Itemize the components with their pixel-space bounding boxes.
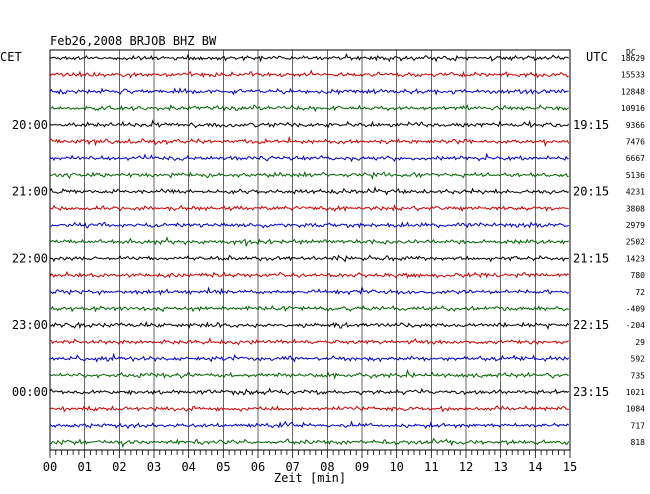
left-time-label: 20:00	[12, 118, 48, 132]
x-tick-label: 08	[320, 460, 334, 474]
left-time-label: 21:00	[12, 185, 48, 199]
right-time-label: 22:15	[573, 318, 609, 332]
dc-offset-label: 818	[631, 438, 646, 447]
trace-11	[49, 221, 570, 229]
x-tick-label: 00	[43, 460, 57, 474]
dc-offset-label: 15533	[621, 71, 645, 80]
dc-offset-label: 6667	[626, 154, 645, 163]
dc-offset-label: 780	[631, 271, 646, 280]
trace-1	[49, 53, 569, 63]
x-tick-label: 10	[389, 460, 403, 474]
trace-3	[49, 87, 569, 96]
dc-offset-label: 9366	[626, 121, 645, 130]
trace-6	[49, 135, 570, 148]
trace-12	[49, 236, 569, 247]
trace-24	[49, 437, 570, 449]
x-tick-label: 02	[112, 460, 126, 474]
dc-offset-label: 592	[631, 355, 646, 364]
dc-offset-label: 1423	[626, 254, 645, 263]
trace-15	[49, 285, 569, 296]
x-tick-label: 01	[77, 460, 91, 474]
trace-14	[49, 270, 570, 279]
x-tick-label: 11	[424, 460, 438, 474]
trace-19	[49, 352, 570, 363]
x-tick-label: 12	[459, 460, 473, 474]
trace-17	[49, 320, 570, 330]
x-tick-label: 06	[251, 460, 265, 474]
x-tick-label: 04	[181, 460, 195, 474]
trace-20	[49, 368, 569, 380]
right-time-label: 21:15	[573, 251, 609, 265]
x-tick-label: 13	[493, 460, 507, 474]
dc-offset-label: 735	[631, 371, 646, 380]
trace-23	[49, 420, 570, 430]
dc-offset-label: 5136	[626, 171, 645, 180]
trace-7	[49, 152, 569, 163]
dc-offset-label: 18629	[621, 54, 645, 63]
right-zone-label: UTC	[586, 50, 608, 64]
dc-offset-label: 3808	[626, 204, 645, 213]
dc-header: DC	[626, 48, 636, 57]
dc-offset-label: 2979	[626, 221, 645, 230]
row-labels: 18629 15533 12848 10916 20:00 19:15 9366 7476 66…	[12, 54, 645, 447]
dc-offset-label: 1084	[626, 405, 645, 414]
left-zone-label: CET	[0, 50, 22, 64]
dc-offset-label: 2502	[626, 238, 645, 247]
trace-13	[49, 254, 569, 263]
dc-offset-label: 12848	[621, 87, 645, 96]
right-time-label: 23:15	[573, 385, 609, 399]
x-axis-label: Zeit [min]	[274, 471, 346, 485]
dc-offset-label: -409	[626, 305, 645, 314]
left-time-label: 22:00	[12, 251, 48, 265]
chart-title: Feb26,2008 BRJOB BHZ BW	[50, 34, 217, 48]
x-tick-label: 07	[285, 460, 299, 474]
grid-lines	[84, 50, 536, 450]
right-time-label: 20:15	[573, 185, 609, 199]
x-axis: 00 01 02 03 04 05 06 07 08 09 10 11 12 13 14 15	[43, 450, 577, 474]
left-time-label: 00:00	[12, 385, 48, 399]
dc-offset-label: 1021	[626, 388, 645, 397]
x-tick-label: 15	[563, 460, 577, 474]
trace-5	[49, 119, 570, 129]
trace-10	[49, 204, 569, 213]
dc-offset-label: 10916	[621, 104, 645, 113]
right-time-label: 19:15	[573, 118, 609, 132]
x-tick-label: 05	[216, 460, 230, 474]
left-time-label: 23:00	[12, 318, 48, 332]
seismic-traces	[49, 53, 570, 449]
x-tick-label: 03	[147, 460, 161, 474]
dc-offset-label: 4231	[626, 188, 645, 197]
dc-offset-label: 29	[635, 338, 645, 347]
x-tick-label: 14	[528, 460, 542, 474]
x-tick-label: 09	[355, 460, 369, 474]
dc-offset-label: -204	[626, 321, 645, 330]
trace-16	[49, 305, 569, 313]
trace-8	[49, 170, 569, 180]
trace-9	[49, 186, 569, 196]
dc-offset-label: 72	[635, 288, 645, 297]
trace-18	[49, 337, 569, 346]
dc-offset-label: 717	[631, 421, 646, 430]
trace-4	[49, 104, 570, 113]
trace-21	[49, 387, 570, 396]
dc-offset-label: 7476	[626, 138, 645, 147]
trace-22	[49, 404, 569, 413]
trace-2	[49, 69, 569, 79]
